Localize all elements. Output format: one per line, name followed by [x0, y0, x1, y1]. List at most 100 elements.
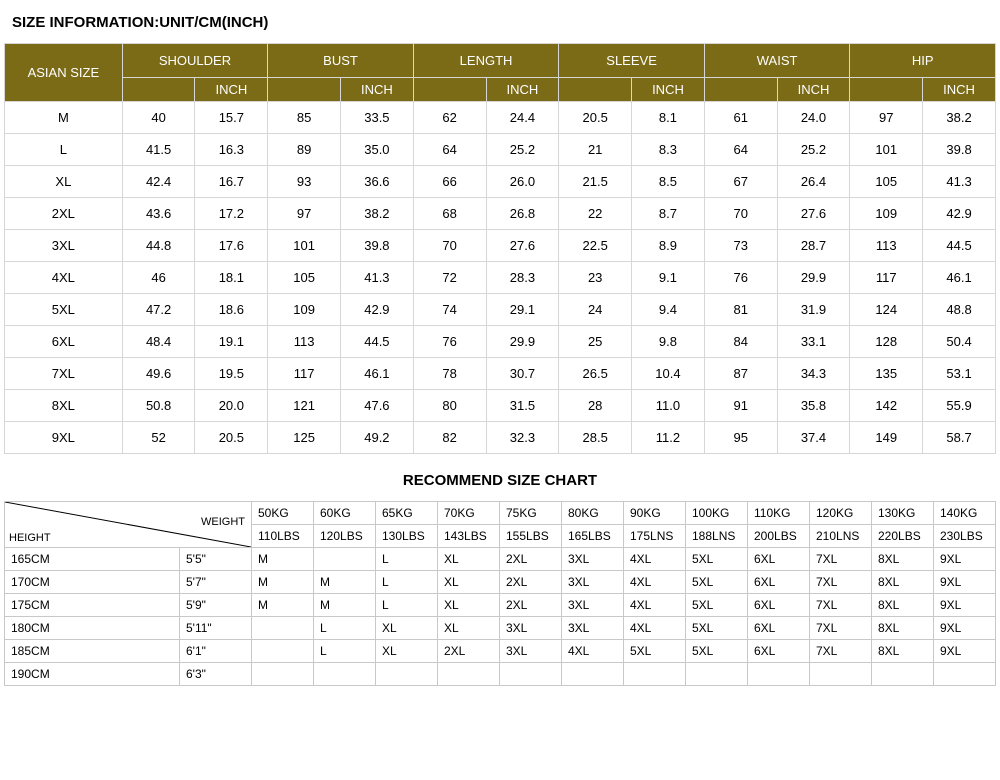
- weight-lbs-header: 175LNS: [624, 525, 686, 548]
- recommend-cell: L: [376, 594, 438, 617]
- value-cell: 26.0: [486, 166, 559, 198]
- height-ft-cell: 5'5": [180, 548, 252, 571]
- recommend-cell: L: [376, 548, 438, 571]
- recommend-cell: 4XL: [562, 640, 624, 663]
- col-waist-cm: [704, 78, 777, 102]
- col-shoulder-cm: [122, 78, 195, 102]
- recommend-cell: 8XL: [872, 548, 934, 571]
- size-cell: 8XL: [5, 390, 123, 422]
- weight-kg-header: 60KG: [314, 502, 376, 525]
- recommend-cell: [314, 663, 376, 686]
- value-cell: 117: [268, 358, 341, 390]
- recommend-cell: 9XL: [934, 594, 996, 617]
- recommend-cell: L: [314, 617, 376, 640]
- recommend-cell: XL: [376, 617, 438, 640]
- value-cell: 31.5: [486, 390, 559, 422]
- value-cell: 30.7: [486, 358, 559, 390]
- table-row: 3XL44.817.610139.87027.622.58.97328.7113…: [5, 230, 996, 262]
- value-cell: 18.6: [195, 294, 268, 326]
- value-cell: 33.1: [777, 326, 850, 358]
- table-row: M4015.78533.56224.420.58.16124.09738.2: [5, 102, 996, 134]
- recommend-cell: [562, 663, 624, 686]
- value-cell: 53.1: [923, 358, 996, 390]
- weight-lbs-header: 120LBS: [314, 525, 376, 548]
- value-cell: 39.8: [923, 134, 996, 166]
- height-ft-cell: 6'3": [180, 663, 252, 686]
- value-cell: 64: [413, 134, 486, 166]
- weight-kg-header: 65KG: [376, 502, 438, 525]
- value-cell: 46.1: [341, 358, 414, 390]
- size-cell: XL: [5, 166, 123, 198]
- weight-kg-header: 50KG: [252, 502, 314, 525]
- recommend-cell: [252, 640, 314, 663]
- height-cm-cell: 165CM: [5, 548, 180, 571]
- value-cell: 37.4: [777, 422, 850, 454]
- recommend-cell: 3XL: [500, 617, 562, 640]
- value-cell: 85: [268, 102, 341, 134]
- value-cell: 121: [268, 390, 341, 422]
- weight-lbs-header: 188LNS: [686, 525, 748, 548]
- value-cell: 8.5: [632, 166, 705, 198]
- page-title: SIZE INFORMATION:UNIT/CM(INCH): [0, 0, 1000, 43]
- value-cell: 10.4: [632, 358, 705, 390]
- value-cell: 55.9: [923, 390, 996, 422]
- recommend-cell: 9XL: [934, 617, 996, 640]
- value-cell: 95: [704, 422, 777, 454]
- recommend-cell: M: [314, 594, 376, 617]
- table-row: 180CM5'11"LXLXL3XL3XL4XL5XL6XL7XL8XL9XL: [5, 617, 996, 640]
- recommend-cell: 4XL: [624, 617, 686, 640]
- table-row: 8XL50.820.012147.68031.52811.09135.81425…: [5, 390, 996, 422]
- value-cell: 124: [850, 294, 923, 326]
- value-cell: 109: [268, 294, 341, 326]
- size-cell: 6XL: [5, 326, 123, 358]
- recommend-cell: [934, 663, 996, 686]
- recommend-cell: 3XL: [562, 548, 624, 571]
- table-row: 7XL49.619.511746.17830.726.510.48734.313…: [5, 358, 996, 390]
- col-length: LENGTH: [413, 44, 559, 78]
- recommend-cell: 2XL: [500, 594, 562, 617]
- value-cell: 78: [413, 358, 486, 390]
- value-cell: 113: [268, 326, 341, 358]
- recommend-cell: XL: [376, 640, 438, 663]
- value-cell: 33.5: [341, 102, 414, 134]
- weight-kg-header: 130KG: [872, 502, 934, 525]
- value-cell: 74: [413, 294, 486, 326]
- value-cell: 8.1: [632, 102, 705, 134]
- table-row: L41.516.38935.06425.2218.36425.210139.8: [5, 134, 996, 166]
- value-cell: 52: [122, 422, 195, 454]
- recommend-cell: 8XL: [872, 640, 934, 663]
- height-ft-cell: 5'11": [180, 617, 252, 640]
- value-cell: 44.5: [341, 326, 414, 358]
- value-cell: 73: [704, 230, 777, 262]
- value-cell: 11.2: [632, 422, 705, 454]
- recommend-size-table: HEIGHT WEIGHT 50KG60KG65KG70KG75KG80KG90…: [4, 501, 996, 686]
- value-cell: 22.5: [559, 230, 632, 262]
- weight-lbs-header: 220LBS: [872, 525, 934, 548]
- value-cell: 76: [413, 326, 486, 358]
- value-cell: 22: [559, 198, 632, 230]
- recommend-cell: 8XL: [872, 571, 934, 594]
- recommend-cell: 7XL: [810, 571, 872, 594]
- value-cell: 142: [850, 390, 923, 422]
- value-cell: 26.8: [486, 198, 559, 230]
- value-cell: 39.8: [341, 230, 414, 262]
- recommend-cell: 2XL: [438, 640, 500, 663]
- weight-lbs-header: 210LNS: [810, 525, 872, 548]
- value-cell: 66: [413, 166, 486, 198]
- size-cell: 4XL: [5, 262, 123, 294]
- recommend-cell: 6XL: [748, 640, 810, 663]
- value-cell: 81: [704, 294, 777, 326]
- weight-lbs-header: 130LBS: [376, 525, 438, 548]
- col-waist: WAIST: [704, 44, 850, 78]
- recommend-cell: 3XL: [562, 571, 624, 594]
- value-cell: 15.7: [195, 102, 268, 134]
- value-cell: 35.0: [341, 134, 414, 166]
- recommend-cell: M: [252, 548, 314, 571]
- col-sleeve-inch: INCH: [632, 78, 705, 102]
- value-cell: 113: [850, 230, 923, 262]
- recommend-cell: XL: [438, 617, 500, 640]
- recommend-cell: [810, 663, 872, 686]
- value-cell: 27.6: [777, 198, 850, 230]
- axis-height-label: HEIGHT: [9, 532, 51, 544]
- value-cell: 18.1: [195, 262, 268, 294]
